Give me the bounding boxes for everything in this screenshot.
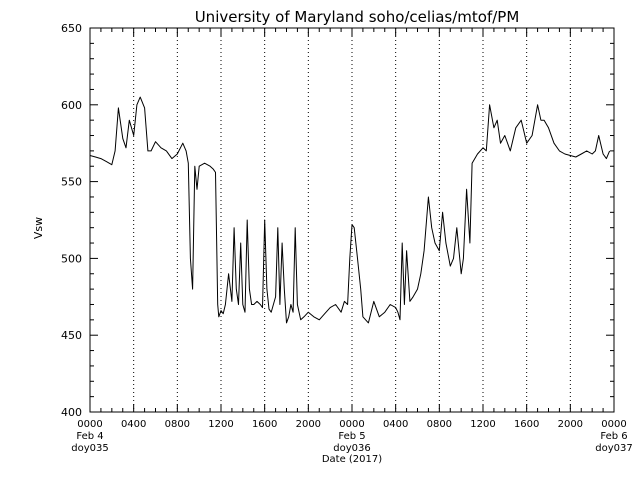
x-tick-label: 0800 [165, 419, 190, 430]
series-line [89, 96, 611, 324]
x-tick-label: 0000 [339, 419, 364, 430]
x-tick-label: 2000 [558, 419, 583, 430]
date-label: Feb 6 [600, 431, 627, 442]
x-tick-label: 1200 [208, 419, 233, 430]
y-tick-label: 550 [61, 176, 82, 189]
x-tick-label: 0400 [121, 419, 146, 430]
x-tick-label: 1600 [252, 419, 277, 430]
y-tick-label: 450 [61, 329, 82, 342]
x-tick-label: 0800 [427, 419, 452, 430]
x-tick-label: 1200 [470, 419, 495, 430]
x-tick-label: 2000 [296, 419, 321, 430]
y-axis-label: Vsw [32, 217, 45, 239]
y-tick-label: 650 [61, 22, 82, 35]
date-label: Feb 5 [338, 431, 365, 442]
chart-title: University of Maryland soho/celias/mtof/… [195, 8, 520, 26]
x-axis: 0000 0400 0800 1200 1600 2000 0000 0400 0800 1200… [77, 28, 627, 430]
y-tick-label: 400 [61, 406, 82, 419]
series-layer [89, 96, 611, 324]
x-axis-label: Date (2017) [322, 454, 382, 465]
y-axis: 400 450 500 550 600 650 [61, 22, 614, 419]
doy-label: doy037 [595, 443, 632, 454]
date-label: Feb 4 [76, 431, 103, 442]
x-tick-label: 1600 [514, 419, 539, 430]
x-tick-label: 0000 [601, 419, 626, 430]
grid-layer [133, 28, 571, 412]
x-tick-label: 0000 [77, 419, 102, 430]
x-tick-label: 0400 [383, 419, 408, 430]
doy-label: doy036 [333, 443, 370, 454]
y-tick-label: 500 [61, 252, 82, 265]
doy-label: doy035 [71, 443, 108, 454]
y-tick-label: 600 [61, 99, 82, 112]
